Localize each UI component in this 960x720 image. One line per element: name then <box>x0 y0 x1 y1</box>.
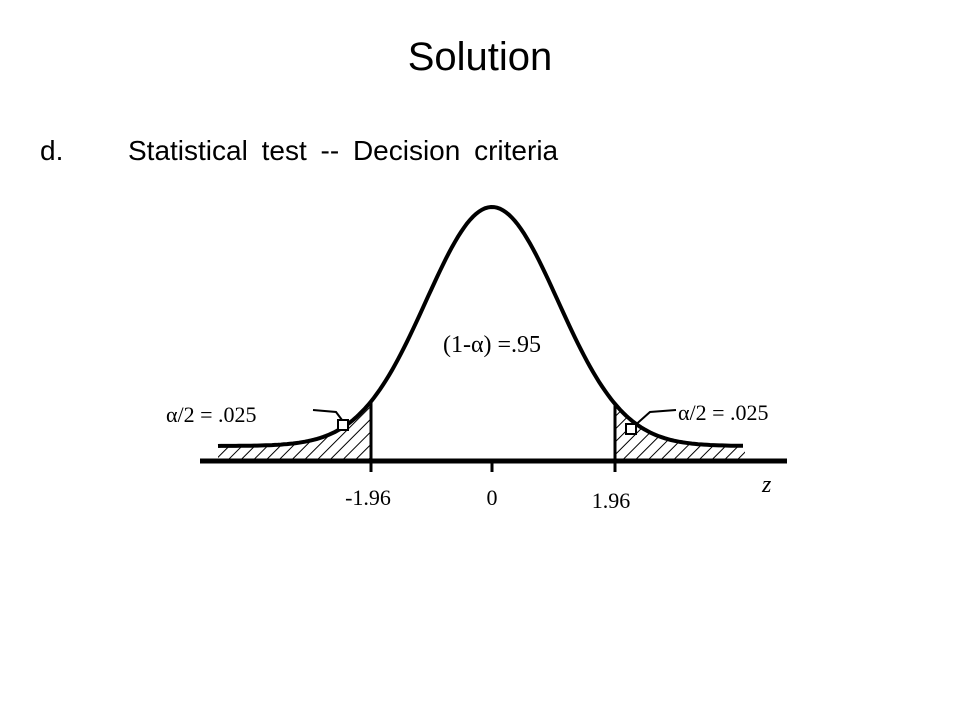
slide-title: Solution <box>408 35 553 79</box>
item-marker: d. <box>40 135 63 166</box>
tick-label: 0 <box>487 485 498 510</box>
tick-label: 1.96 <box>592 488 631 513</box>
normal-curve <box>217 204 743 448</box>
item-text: Statistical test -- Decision criteria <box>128 135 559 166</box>
axis-label: z <box>761 472 772 498</box>
normal-curve-figure: (1-α) =.95 α/2 = .025 α/2 = .025 -1.96 0… <box>166 204 787 513</box>
label-arrow <box>631 409 677 429</box>
label-marker <box>337 419 349 431</box>
left-tail-label: α/2 = .025 <box>166 402 257 427</box>
right-tail-label: α/2 = .025 <box>678 400 769 425</box>
tick-label: -1.96 <box>345 485 391 510</box>
label-marker <box>625 423 637 435</box>
center-area-label: (1-α) =.95 <box>443 332 541 358</box>
